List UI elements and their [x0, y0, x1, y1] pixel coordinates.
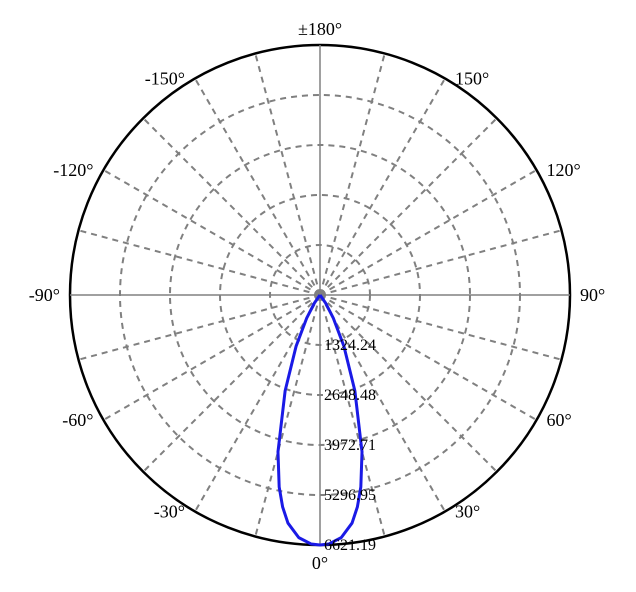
- angle-label: -120°: [53, 160, 93, 180]
- grid-spoke: [103, 295, 320, 420]
- grid-spoke: [320, 78, 445, 295]
- grid-spoke: [143, 295, 320, 472]
- angle-label: 30°: [455, 502, 480, 522]
- ring-label: 3972.71: [324, 437, 376, 454]
- grid-spoke: [143, 118, 320, 295]
- ring-label: 6621.19: [324, 537, 376, 554]
- angle-label: -150°: [145, 68, 185, 88]
- ring-label: 2648.48: [324, 387, 376, 404]
- grid-spoke: [255, 295, 320, 536]
- angle-label: 120°: [547, 160, 581, 180]
- polar-chart: 1324.24 2648.48 3972.71 5296.95 6621.190° 30°…: [0, 0, 636, 592]
- angle-label: -60°: [62, 410, 93, 430]
- grid-spoke: [320, 54, 385, 295]
- angle-label: 60°: [547, 410, 572, 430]
- grid-spoke: [103, 170, 320, 295]
- grid-spoke: [255, 54, 320, 295]
- angle-label: -30°: [154, 502, 185, 522]
- grid-spoke: [79, 295, 320, 360]
- grid-spoke: [79, 230, 320, 295]
- grid-spoke: [195, 295, 320, 512]
- angle-label: 0°: [312, 553, 328, 573]
- grid-spoke: [195, 78, 320, 295]
- ring-label: 5296.95: [324, 487, 376, 504]
- angle-label: -90°: [29, 285, 60, 305]
- grid-spoke: [320, 170, 537, 295]
- angle-label: 90°: [580, 285, 605, 305]
- grid-spoke: [320, 118, 497, 295]
- angle-label: 150°: [455, 68, 489, 88]
- angle-label: ±180°: [298, 19, 342, 39]
- grid-spoke: [320, 230, 561, 295]
- ring-label: 1324.24: [324, 337, 376, 354]
